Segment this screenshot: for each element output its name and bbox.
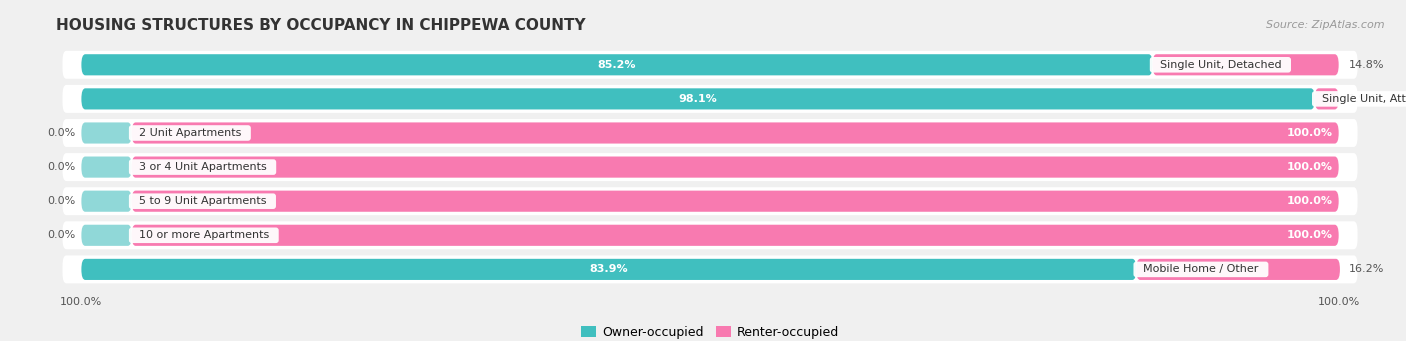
Text: 5 to 9 Unit Apartments: 5 to 9 Unit Apartments <box>132 196 273 206</box>
FancyBboxPatch shape <box>132 122 1339 144</box>
Legend: Owner-occupied, Renter-occupied: Owner-occupied, Renter-occupied <box>576 322 844 341</box>
Text: 0.0%: 0.0% <box>46 230 75 240</box>
Text: 100.0%: 100.0% <box>1286 162 1333 172</box>
Text: 16.2%: 16.2% <box>1348 264 1384 275</box>
FancyBboxPatch shape <box>1136 259 1340 280</box>
FancyBboxPatch shape <box>62 221 1358 249</box>
FancyBboxPatch shape <box>62 153 1358 181</box>
Text: 98.1%: 98.1% <box>679 94 717 104</box>
FancyBboxPatch shape <box>1315 88 1339 109</box>
Text: 85.2%: 85.2% <box>598 60 637 70</box>
FancyBboxPatch shape <box>132 225 1339 246</box>
Text: 0.0%: 0.0% <box>46 128 75 138</box>
FancyBboxPatch shape <box>62 85 1358 113</box>
FancyBboxPatch shape <box>82 225 132 246</box>
FancyBboxPatch shape <box>62 51 1358 79</box>
Text: Source: ZipAtlas.com: Source: ZipAtlas.com <box>1267 20 1385 30</box>
FancyBboxPatch shape <box>82 259 1136 280</box>
FancyBboxPatch shape <box>62 187 1358 215</box>
FancyBboxPatch shape <box>82 54 1153 75</box>
Text: 0.0%: 0.0% <box>46 162 75 172</box>
FancyBboxPatch shape <box>132 157 1339 178</box>
FancyBboxPatch shape <box>82 122 132 144</box>
Text: 100.0%: 100.0% <box>1286 230 1333 240</box>
FancyBboxPatch shape <box>132 191 1339 212</box>
FancyBboxPatch shape <box>82 191 132 212</box>
Text: 3 or 4 Unit Apartments: 3 or 4 Unit Apartments <box>132 162 273 172</box>
Text: 10 or more Apartments: 10 or more Apartments <box>132 230 276 240</box>
Text: 83.9%: 83.9% <box>589 264 628 275</box>
Text: 100.0%: 100.0% <box>1286 196 1333 206</box>
FancyBboxPatch shape <box>1153 54 1339 75</box>
Text: HOUSING STRUCTURES BY OCCUPANCY IN CHIPPEWA COUNTY: HOUSING STRUCTURES BY OCCUPANCY IN CHIPP… <box>56 18 586 33</box>
FancyBboxPatch shape <box>82 88 1315 109</box>
FancyBboxPatch shape <box>62 119 1358 147</box>
FancyBboxPatch shape <box>82 157 132 178</box>
FancyBboxPatch shape <box>62 255 1358 283</box>
Text: 100.0%: 100.0% <box>1286 128 1333 138</box>
Text: Single Unit, Attached: Single Unit, Attached <box>1315 94 1406 104</box>
Text: 1.9%: 1.9% <box>1348 94 1376 104</box>
Text: 14.8%: 14.8% <box>1348 60 1385 70</box>
Text: Mobile Home / Other: Mobile Home / Other <box>1136 264 1265 275</box>
Text: Single Unit, Detached: Single Unit, Detached <box>1153 60 1288 70</box>
Text: 2 Unit Apartments: 2 Unit Apartments <box>132 128 247 138</box>
Text: 0.0%: 0.0% <box>46 196 75 206</box>
